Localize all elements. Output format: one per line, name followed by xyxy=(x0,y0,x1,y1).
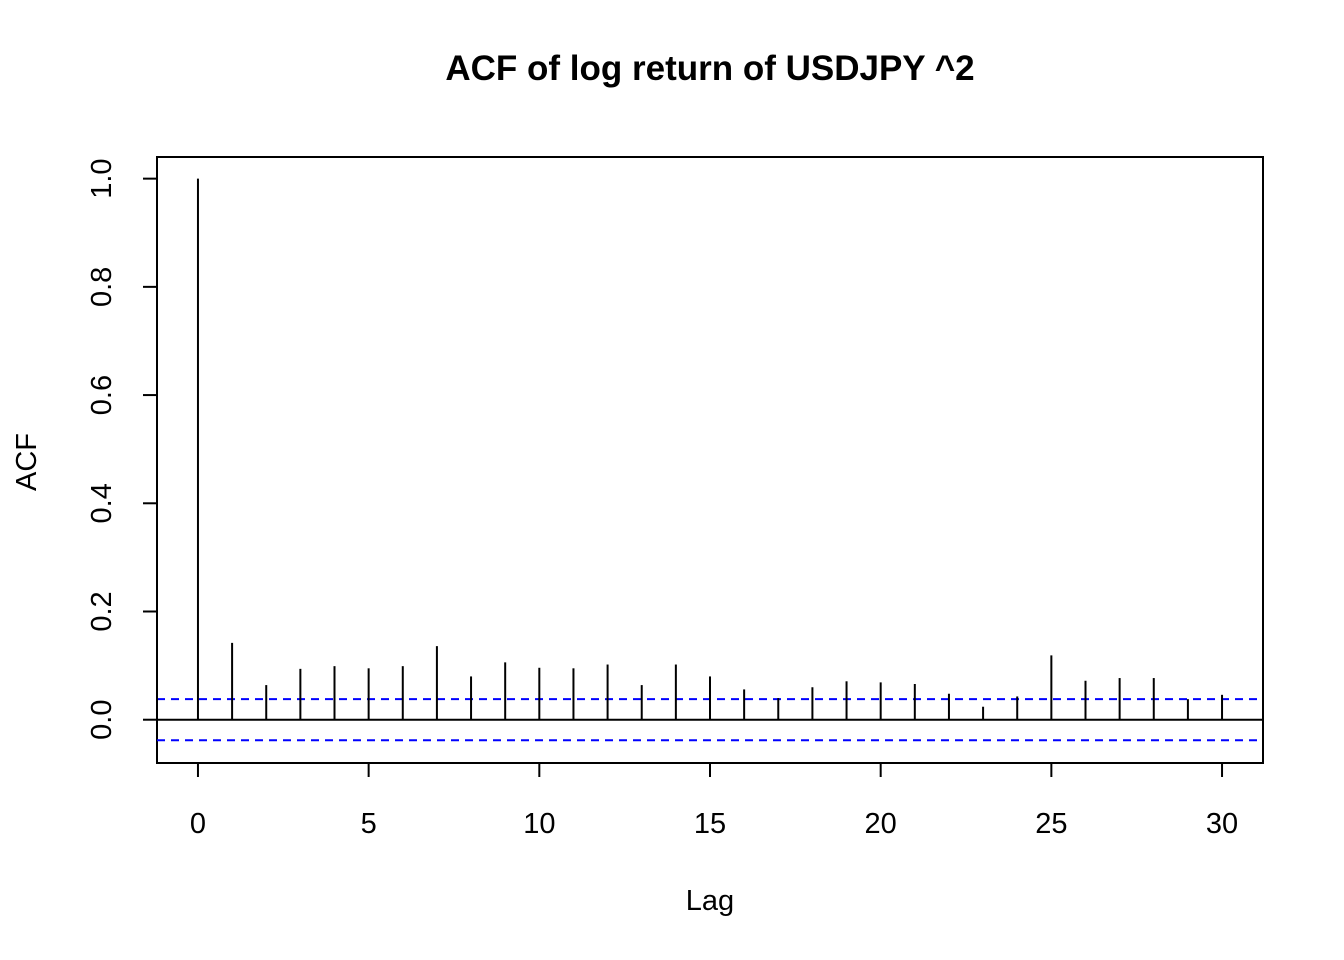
x-tick-label: 10 xyxy=(523,808,555,840)
x-tick-label: 0 xyxy=(190,808,206,840)
x-tick-label: 20 xyxy=(865,808,897,840)
chart-title: ACF of log return of USDJPY ^2 xyxy=(445,49,974,88)
y-tick-label: 0.6 xyxy=(86,375,118,415)
x-axis: 0 5 10 15 20 25 30 xyxy=(190,762,1238,840)
plot-marks xyxy=(157,178,1263,742)
y-tick-label: 1.0 xyxy=(86,158,118,198)
x-tick-label: 5 xyxy=(361,808,377,840)
y-axis: 0.0 0.2 0.4 0.6 0.8 1.0 xyxy=(86,158,158,740)
y-axis-label: ACF xyxy=(11,433,43,491)
x-tick-label: 15 xyxy=(694,808,726,840)
x-tick-label: 30 xyxy=(1206,808,1238,840)
y-tick-label: 0.0 xyxy=(86,700,118,740)
x-tick-label: 25 xyxy=(1035,808,1067,840)
x-axis-label: Lag xyxy=(686,885,734,917)
y-tick-label: 0.4 xyxy=(86,483,118,523)
y-tick-label: 0.8 xyxy=(86,267,118,307)
plot-frame xyxy=(156,156,1264,764)
y-tick-label: 0.2 xyxy=(86,591,118,631)
